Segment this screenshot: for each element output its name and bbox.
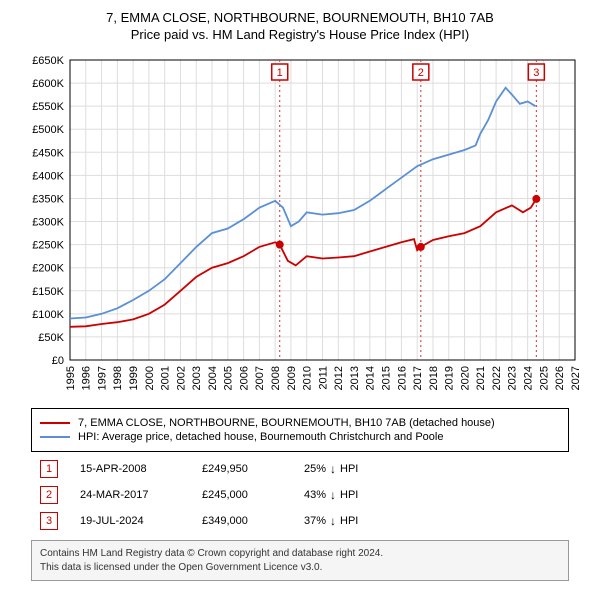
svg-text:2011: 2011 — [317, 366, 329, 390]
svg-text:2002: 2002 — [175, 366, 187, 390]
event-date: 19-JUL-2024 — [80, 515, 180, 527]
svg-text:£500K: £500K — [32, 124, 64, 136]
svg-text:2003: 2003 — [191, 366, 203, 390]
legend-item-property: 7, EMMA CLOSE, NORTHBOURNE, BOURNEMOUTH,… — [40, 417, 560, 429]
svg-text:2004: 2004 — [207, 366, 219, 390]
event-badge: 1 — [40, 460, 58, 478]
svg-text:1997: 1997 — [96, 366, 108, 390]
event-price: £245,000 — [202, 489, 282, 501]
svg-text:£200K: £200K — [32, 263, 64, 275]
event-date: 15-APR-2008 — [80, 463, 180, 475]
chart-svg: £0 £50K £100K £150K £200K £250K £300K £350K £400… — [20, 50, 580, 400]
legend-label: HPI: Average price, detached house, Bour… — [78, 431, 443, 443]
event-delta-pct: 25% — [304, 463, 326, 475]
svg-text:2019: 2019 — [444, 366, 456, 390]
event-date: 24-MAR-2017 — [80, 489, 180, 501]
arrow-down-icon: ↓ — [330, 514, 336, 528]
svg-text:£600K: £600K — [32, 78, 64, 90]
title-subtitle: Price paid vs. HM Land Registry's House … — [8, 27, 592, 42]
legend-label: 7, EMMA CLOSE, NORTHBOURNE, BOURNEMOUTH,… — [78, 417, 495, 429]
price-chart: £0 £50K £100K £150K £200K £250K £300K £350K £400… — [20, 50, 580, 400]
event-delta: 37% ↓ HPI — [304, 514, 358, 528]
svg-text:2: 2 — [418, 67, 424, 79]
event-delta-suffix: HPI — [340, 463, 358, 475]
svg-text:£350K: £350K — [32, 193, 64, 205]
svg-text:2022: 2022 — [491, 366, 503, 390]
svg-text:£100K: £100K — [32, 309, 64, 321]
svg-text:£250K: £250K — [32, 240, 64, 252]
svg-text:2017: 2017 — [412, 366, 424, 390]
legend-swatch — [40, 422, 70, 424]
svg-text:2008: 2008 — [270, 366, 282, 390]
event-row: 1 15-APR-2008 £249,950 25% ↓ HPI — [40, 460, 560, 478]
attribution-line: This data is licensed under the Open Gov… — [40, 561, 560, 575]
svg-text:£300K: £300K — [32, 217, 64, 229]
event-badge: 3 — [40, 512, 58, 530]
event-badge: 2 — [40, 486, 58, 504]
svg-text:£400K: £400K — [32, 170, 64, 182]
svg-text:2023: 2023 — [507, 366, 519, 390]
svg-text:£550K: £550K — [32, 101, 64, 113]
event-row: 3 19-JUL-2024 £349,000 37% ↓ HPI — [40, 512, 560, 530]
svg-text:3: 3 — [533, 67, 539, 79]
svg-text:2001: 2001 — [160, 366, 172, 390]
svg-text:2026: 2026 — [554, 366, 566, 390]
event-delta-pct: 43% — [304, 489, 326, 501]
svg-text:£0: £0 — [52, 355, 64, 367]
svg-text:2010: 2010 — [302, 366, 314, 390]
svg-text:2018: 2018 — [428, 366, 440, 390]
event-row: 2 24-MAR-2017 £245,000 43% ↓ HPI — [40, 486, 560, 504]
svg-text:2015: 2015 — [380, 366, 392, 390]
attribution-box: Contains HM Land Registry data © Crown c… — [31, 540, 569, 581]
svg-text:2025: 2025 — [538, 366, 550, 390]
title-address: 7, EMMA CLOSE, NORTHBOURNE, BOURNEMOUTH,… — [8, 10, 592, 25]
arrow-down-icon: ↓ — [330, 488, 336, 502]
svg-text:2009: 2009 — [286, 366, 298, 390]
svg-text:1995: 1995 — [65, 366, 77, 390]
event-delta-suffix: HPI — [340, 489, 358, 501]
svg-text:1999: 1999 — [128, 366, 140, 390]
svg-text:2000: 2000 — [144, 366, 156, 390]
svg-text:2027: 2027 — [570, 366, 580, 390]
svg-text:1998: 1998 — [112, 366, 124, 390]
svg-text:2012: 2012 — [333, 366, 345, 390]
svg-text:2005: 2005 — [223, 366, 235, 390]
svg-text:1996: 1996 — [81, 366, 93, 390]
svg-text:£50K: £50K — [38, 332, 64, 344]
event-delta-suffix: HPI — [340, 515, 358, 527]
svg-text:£650K: £650K — [32, 55, 64, 67]
svg-text:2007: 2007 — [254, 366, 266, 390]
event-price: £349,000 — [202, 515, 282, 527]
sale-events: 1 15-APR-2008 £249,950 25% ↓ HPI 2 24-MA… — [40, 460, 560, 530]
chart-legend: 7, EMMA CLOSE, NORTHBOURNE, BOURNEMOUTH,… — [31, 408, 569, 452]
attribution-line: Contains HM Land Registry data © Crown c… — [40, 547, 560, 561]
legend-item-hpi: HPI: Average price, detached house, Bour… — [40, 431, 560, 443]
svg-text:2021: 2021 — [475, 366, 487, 390]
svg-text:£450K: £450K — [32, 147, 64, 159]
event-delta-pct: 37% — [304, 515, 326, 527]
svg-text:2013: 2013 — [349, 366, 361, 390]
legend-swatch — [40, 436, 70, 438]
event-delta: 43% ↓ HPI — [304, 488, 358, 502]
svg-text:1: 1 — [277, 67, 283, 79]
svg-text:2020: 2020 — [459, 366, 471, 390]
svg-text:2014: 2014 — [365, 366, 377, 390]
svg-text:£150K: £150K — [32, 286, 64, 298]
svg-text:2024: 2024 — [523, 366, 535, 390]
chart-titles: 7, EMMA CLOSE, NORTHBOURNE, BOURNEMOUTH,… — [0, 0, 600, 46]
svg-text:2016: 2016 — [396, 366, 408, 390]
event-price: £249,950 — [202, 463, 282, 475]
svg-text:2006: 2006 — [238, 366, 250, 390]
arrow-down-icon: ↓ — [330, 462, 336, 476]
event-delta: 25% ↓ HPI — [304, 462, 358, 476]
